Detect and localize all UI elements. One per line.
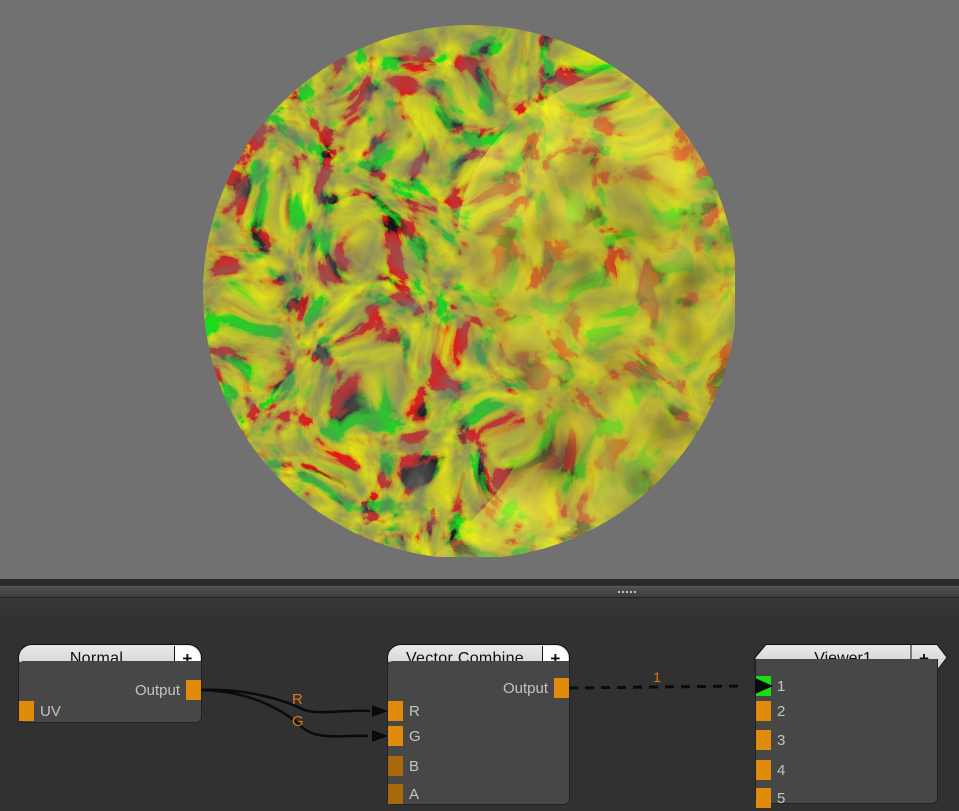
svg-text:R: R bbox=[292, 691, 303, 708]
svg-text:1: 1 bbox=[653, 669, 661, 685]
svg-text:G: G bbox=[292, 713, 304, 730]
